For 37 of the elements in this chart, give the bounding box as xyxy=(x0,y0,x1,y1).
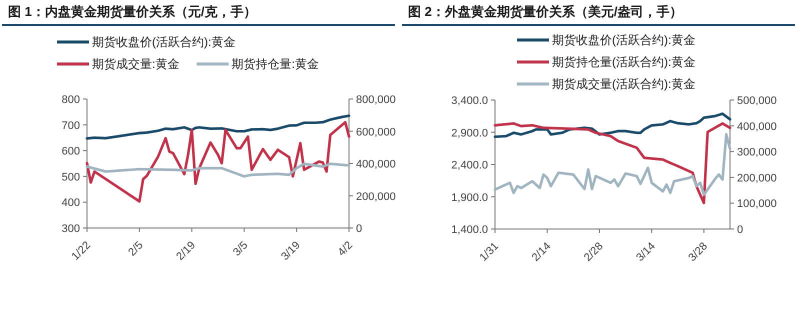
y2-tick-label: 500,000 xyxy=(737,95,777,107)
y-tick-label: 500 xyxy=(62,171,80,184)
y-tick-label: 300 xyxy=(62,223,80,235)
y2-tick-label: 600,000 xyxy=(356,126,396,138)
y-tick-label: 700 xyxy=(62,120,80,132)
y-tick-label: 1,400.0 xyxy=(451,224,488,236)
x-tick-label: 3/5 xyxy=(231,239,250,259)
y2-tick-label: 0 xyxy=(737,224,744,236)
y2-tick-label: 400,000 xyxy=(356,158,396,170)
y-tick-label: 800 xyxy=(62,94,80,106)
y-tick-label: 400 xyxy=(62,197,80,210)
legend-label: 期货成交量:黄金 xyxy=(92,57,180,71)
x-tick-label: 2/5 xyxy=(126,239,146,259)
y2-tick-label: 100,000 xyxy=(737,198,777,210)
title: 图 1：内盘黄金期货量价关系（元/克，手） xyxy=(8,4,256,19)
x-tick-label: 1/31 xyxy=(477,240,502,264)
y2-tick-label: 200,000 xyxy=(737,172,777,184)
legend-label: 期货成交量(活跃合约):黄金 xyxy=(552,77,696,91)
y-tick-label: 3,400.0 xyxy=(451,95,488,107)
legend-label: 期货持仓量(活跃合约):黄金 xyxy=(552,55,696,69)
y2-tick-label: 300,000 xyxy=(737,146,777,159)
y2-tick-label: 200,000 xyxy=(356,190,396,203)
y-tick-label: 600 xyxy=(62,146,80,158)
y-tick-label: 1,900.0 xyxy=(451,192,488,204)
x-tick-label: 3/19 xyxy=(279,239,303,263)
y2-tick-label: 0 xyxy=(356,223,362,235)
y-tick-label: 2,400.0 xyxy=(451,160,488,172)
x-tick-label: 4/2 xyxy=(336,239,356,259)
legend-label: 期货收盘价(活跃合约):黄金 xyxy=(92,35,236,49)
legend-label: 期货持仓量:黄金 xyxy=(232,57,319,71)
y2-tick-label: 800,000 xyxy=(356,94,396,106)
y-tick-label: 2,900.0 xyxy=(451,127,488,140)
title: 图 2：外盘黄金期货量价关系（美元/盎司，手） xyxy=(408,4,682,19)
x-tick-label: 3/28 xyxy=(686,240,710,264)
x-tick-label: 1/22 xyxy=(69,239,94,263)
legend-label: 期货收盘价(活跃合约):黄金 xyxy=(552,33,696,47)
y2-tick-label: 400,000 xyxy=(737,120,777,133)
